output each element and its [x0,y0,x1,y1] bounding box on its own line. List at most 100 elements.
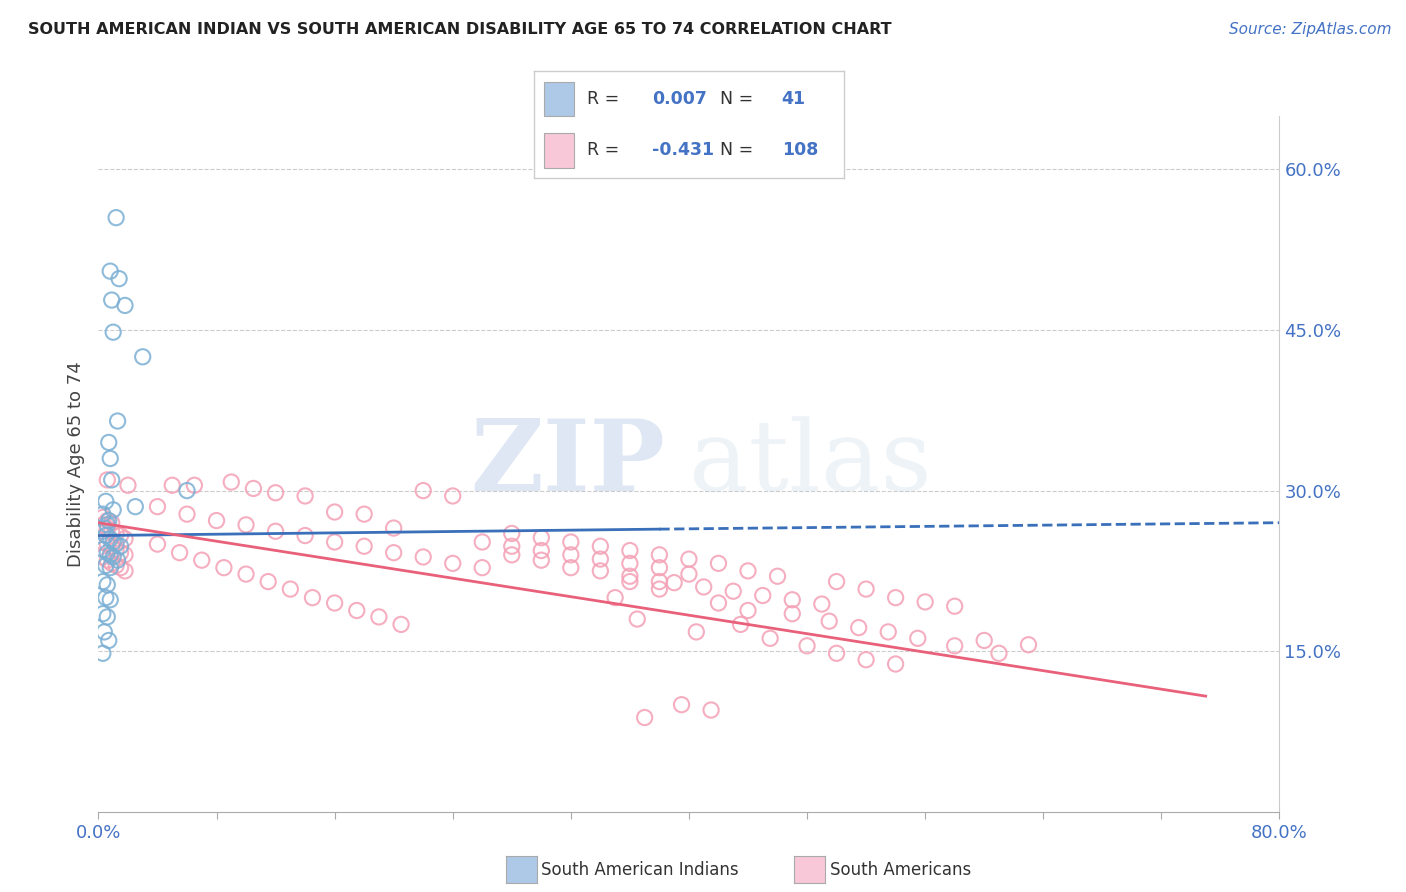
Point [98,264,121,278]
Point [353,539,375,553]
Point [110,528,132,542]
Point [884,657,907,671]
Point [633,710,655,724]
Point [93,521,115,535]
Point [323,596,346,610]
Point [389,617,412,632]
Point [105,558,128,573]
Point [93,624,115,639]
Point [169,546,191,560]
Point [766,569,789,583]
Text: -0.431: -0.431 [652,141,714,159]
Point [441,489,464,503]
Point [110,539,132,553]
Point [825,646,848,660]
Point [560,535,582,549]
FancyBboxPatch shape [544,82,575,116]
Point [884,591,907,605]
Point [91,646,114,660]
Point [877,624,900,639]
Point [782,592,804,607]
Point [114,532,136,546]
Point [91,507,114,521]
Text: atlas: atlas [689,416,932,512]
Text: Source: ZipAtlas.com: Source: ZipAtlas.com [1229,22,1392,37]
Text: R =: R = [586,141,624,159]
Point [100,524,122,539]
Point [257,574,280,589]
Point [94,558,117,573]
Point [730,617,752,632]
Point [96,578,118,592]
Point [914,595,936,609]
Point [973,633,995,648]
Point [678,567,700,582]
Point [100,293,122,307]
Point [648,574,671,589]
Point [107,553,129,567]
Point [619,569,641,583]
Point [205,514,228,528]
Point [219,475,242,489]
Text: 108: 108 [782,141,818,159]
Point [91,607,114,621]
Point [907,632,929,646]
Point [97,514,120,528]
Point [501,548,523,562]
Point [737,564,759,578]
Point [94,528,117,542]
Point [91,549,114,564]
Point [97,435,120,450]
Point [97,633,120,648]
Point [110,560,132,574]
Point [589,564,612,578]
Point [323,505,346,519]
Point [294,528,316,542]
Point [91,524,114,539]
Point [100,516,122,530]
Point [96,537,118,551]
Point [693,580,716,594]
Point [183,478,205,492]
Point [98,532,121,546]
Point [501,539,523,553]
Point [176,483,198,498]
Point [368,610,391,624]
Point [700,703,723,717]
Text: R =: R = [586,90,624,108]
Point [1017,638,1039,652]
Point [619,543,641,558]
Point [98,548,121,562]
Point [987,646,1010,660]
Point [353,507,375,521]
Point [91,517,114,532]
Point [98,560,121,574]
Point [737,603,759,617]
Point [810,597,832,611]
Point [100,539,122,553]
Point [294,489,316,503]
Point [707,557,730,571]
Point [825,574,848,589]
Point [943,599,966,614]
Point [382,546,405,560]
Point [96,517,118,532]
Point [619,557,641,571]
Text: ZIP: ZIP [471,416,665,512]
Point [114,548,136,562]
Point [848,621,870,635]
Point [796,639,818,653]
Point [412,549,434,564]
Point [96,521,118,535]
Point [114,298,136,312]
Point [117,478,139,492]
Point [589,552,612,566]
Point [105,537,128,551]
Point [242,482,264,496]
Point [264,524,287,539]
Point [100,557,122,571]
Point [301,591,323,605]
Point [855,653,877,667]
Point [626,612,648,626]
Point [91,574,114,589]
